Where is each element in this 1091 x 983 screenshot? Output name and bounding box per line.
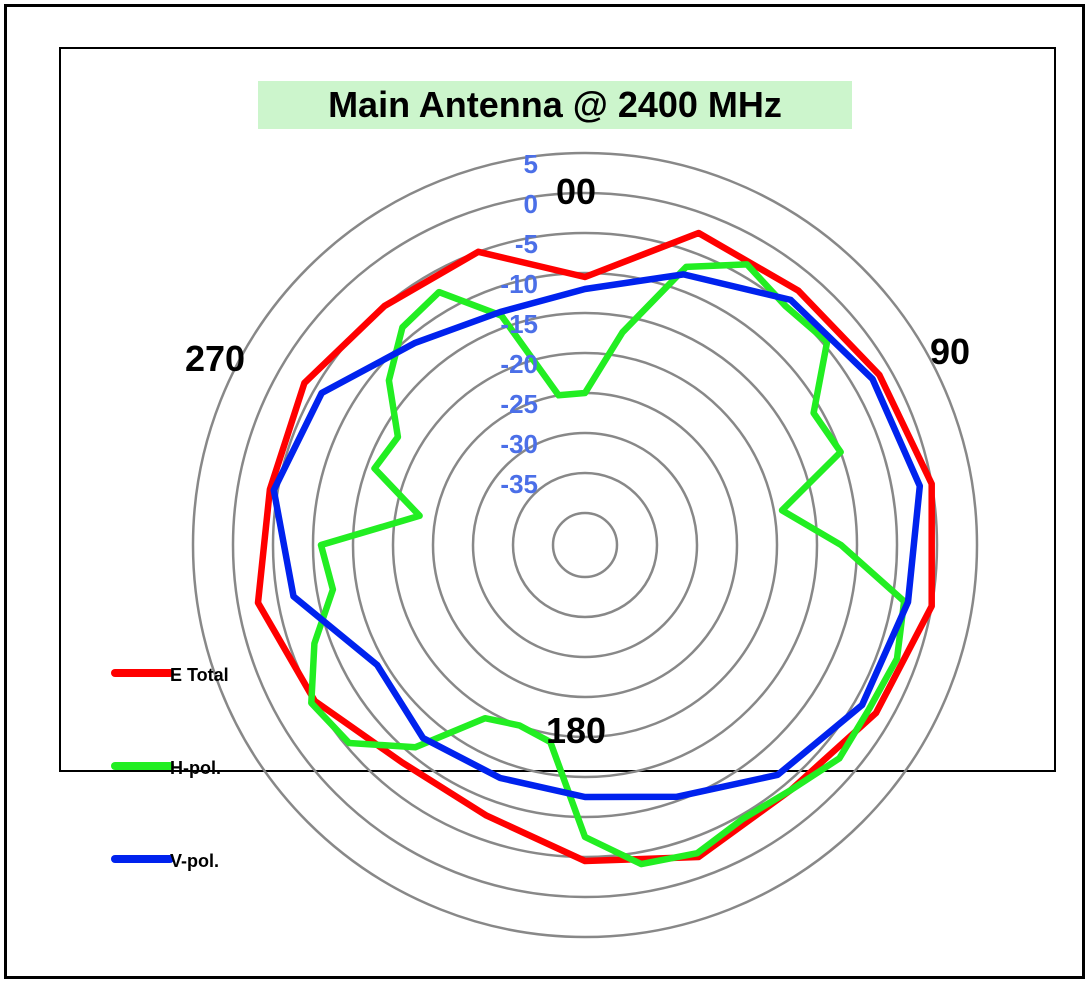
series-line-v-pol <box>270 271 924 801</box>
grid-ring <box>511 471 659 619</box>
chart-title: Main Antenna @ 2400 MHz <box>328 84 782 125</box>
plot-area-frame <box>59 47 1056 772</box>
grid-ring <box>191 151 979 939</box>
series-line-e-total <box>254 229 935 865</box>
legend-label-v-pol: V-pol. <box>170 851 219 871</box>
legend-label-h-pol: H-pol. <box>170 758 221 778</box>
grid-ring <box>311 271 859 819</box>
grid-ring <box>391 351 779 739</box>
chart-title-box: Main Antenna @ 2400 MHz <box>258 81 852 129</box>
radial-tick-label: -10 <box>500 269 538 299</box>
angle-label-right: 90 <box>930 331 971 372</box>
radial-tick-label: 0 <box>524 189 538 219</box>
grid-ring <box>231 191 939 899</box>
angle-label-bottom: 180 <box>546 710 607 751</box>
angle-label-top: 00 <box>556 171 597 212</box>
grid-ring <box>551 511 619 579</box>
angle-label-left: 270 <box>185 338 246 379</box>
grid-ring <box>471 431 699 659</box>
grid-ring <box>431 391 739 699</box>
radial-tick-label: -30 <box>500 429 538 459</box>
radial-tick-label: 5 <box>524 149 538 179</box>
radial-tick-label: -15 <box>500 309 538 339</box>
series-line-h-pol <box>308 261 908 868</box>
grid-ring <box>351 311 819 779</box>
radial-tick-label: -35 <box>500 469 538 499</box>
radial-tick-label: -20 <box>500 349 538 379</box>
radial-tick-label: -5 <box>515 229 538 259</box>
radial-tick-label: -25 <box>500 389 538 419</box>
legend-label-e-total: E Total <box>170 665 229 685</box>
grid-ring <box>271 231 899 859</box>
